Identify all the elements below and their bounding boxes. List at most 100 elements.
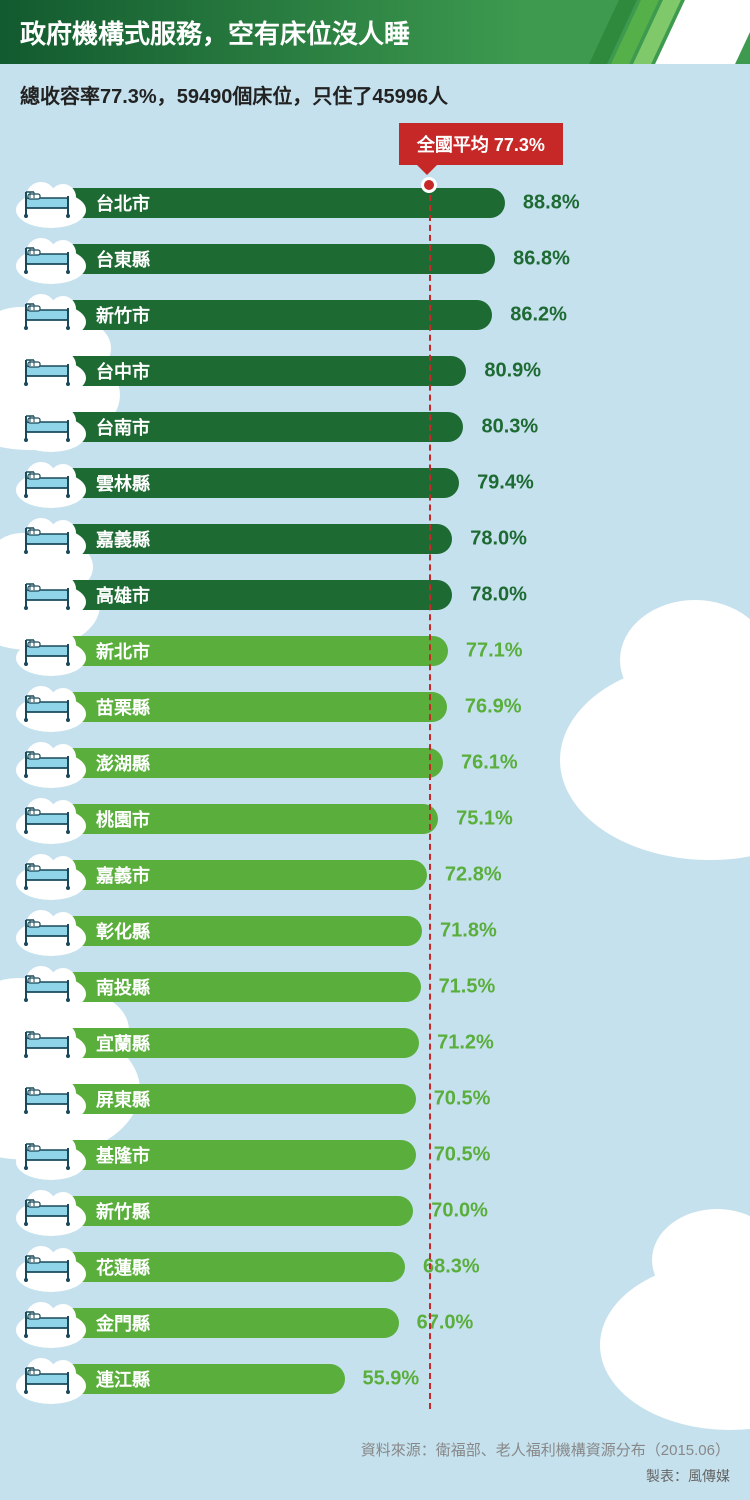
bar-value: 70.0% [431, 1200, 511, 1223]
bar-value: 86.2% [510, 304, 590, 327]
table-row: 苗栗縣 76.9% [20, 681, 730, 733]
bed-icon [20, 1248, 82, 1287]
bed-icon [20, 1304, 82, 1343]
bar: 苗栗縣 [72, 692, 447, 722]
bar-track: 彰化縣71.8% [72, 916, 730, 946]
bar-label: 新竹縣 [96, 1198, 150, 1224]
table-row: 新竹市86.2% [20, 289, 730, 341]
bar-track: 澎湖縣 76.1% [72, 748, 730, 778]
bar: 新北市 [72, 636, 448, 666]
bar-value: 77.1% [466, 640, 546, 663]
bar-value: 80.9% [484, 360, 564, 383]
bar: 雲林縣 [72, 468, 459, 498]
bar: 桃園市 [72, 804, 438, 834]
average-marker-label: 全國平均 77.3% [399, 123, 563, 165]
bed-icon [20, 1080, 82, 1119]
bar-value: 76.9% [465, 696, 545, 719]
bar: 高雄市 [72, 580, 452, 610]
table-row: 澎湖縣 76.1% [20, 737, 730, 789]
bar-value: 76.1% [461, 752, 541, 775]
bar-value: 71.5% [439, 976, 519, 999]
page-header: 政府機構式服務，空有床位沒人睡 [0, 0, 750, 64]
bed-icon [20, 576, 82, 615]
bar-track: 雲林縣 79.4% [72, 468, 730, 498]
bar-track: 台東縣86.8% [72, 244, 730, 274]
bar-label: 桃園市 [96, 806, 150, 832]
bar-label: 宜蘭縣 [96, 1030, 150, 1056]
table-row: 台東縣86.8% [20, 233, 730, 285]
table-row: 宜蘭縣 71.2% [20, 1017, 730, 1069]
table-row: 連江縣55.9% [20, 1353, 730, 1405]
bar-track: 金門縣67.0% [72, 1308, 730, 1338]
bar-track: 屏東縣 70.5% [72, 1084, 730, 1114]
bar-track: 新竹市86.2% [72, 300, 730, 330]
bed-icon [20, 296, 82, 335]
bar-label: 基隆市 [96, 1142, 150, 1168]
table-row: 彰化縣71.8% [20, 905, 730, 957]
bar-label: 南投縣 [96, 974, 150, 1000]
chart-footer: 資料來源：衛福部、老人福利機構資源分布（2015.06） 製表：風傳媒 [0, 1429, 750, 1500]
bar-track: 新竹縣 70.0% [72, 1196, 730, 1226]
bar-value: 71.2% [437, 1032, 517, 1055]
bar-label: 彰化縣 [96, 918, 150, 944]
bar-track: 新北市 77.1% [72, 636, 730, 666]
bar-value: 78.0% [470, 528, 550, 551]
bed-icon [20, 1024, 82, 1063]
bar: 花蓮縣 [72, 1252, 405, 1282]
bar-label: 台北市 [96, 190, 150, 216]
bar: 台中市 [72, 356, 466, 386]
bar: 基隆市 [72, 1140, 416, 1170]
bed-icon [20, 968, 82, 1007]
bar-value: 79.4% [477, 472, 557, 495]
bar: 澎湖縣 [72, 748, 443, 778]
bar-value: 70.5% [434, 1088, 514, 1111]
bar-value: 78.0% [470, 584, 550, 607]
bar-track: 嘉義縣 78.0% [72, 524, 730, 554]
table-row: 屏東縣 70.5% [20, 1073, 730, 1125]
bar-track: 台南市80.3% [72, 412, 730, 442]
bar-label: 台中市 [96, 358, 150, 384]
bar-value: 80.3% [481, 416, 561, 439]
average-marker-pin [421, 177, 437, 193]
table-row: 台南市80.3% [20, 401, 730, 453]
header-stripes [600, 0, 750, 64]
bar: 台北市 [72, 188, 505, 218]
bar-label: 苗栗縣 [96, 694, 150, 720]
bed-icon [20, 240, 82, 279]
bed-icon [20, 912, 82, 951]
table-row: 高雄市 78.0% [20, 569, 730, 621]
bed-icon [20, 520, 82, 559]
bar-track: 宜蘭縣 71.2% [72, 1028, 730, 1058]
bar: 彰化縣 [72, 916, 422, 946]
bar: 新竹縣 [72, 1196, 413, 1226]
bar-track: 花蓮縣 68.3% [72, 1252, 730, 1282]
bar-track: 高雄市 78.0% [72, 580, 730, 610]
bar-label: 嘉義市 [96, 862, 150, 888]
bar: 南投縣 [72, 972, 421, 1002]
table-row: 嘉義縣 78.0% [20, 513, 730, 565]
bed-icon [20, 1136, 82, 1175]
table-row: 南投縣 71.5% [20, 961, 730, 1013]
table-row: 基隆市70.5% [20, 1129, 730, 1181]
bar: 台東縣 [72, 244, 495, 274]
bar-track: 連江縣55.9% [72, 1364, 730, 1394]
bar: 嘉義縣 [72, 524, 452, 554]
table-row: 新竹縣 70.0% [20, 1185, 730, 1237]
occupancy-bar-chart: 全國平均 77.3% 台北市88.8% 台東縣86.8% 新竹市86. [0, 117, 750, 1429]
bar-track: 桃園市75.1% [72, 804, 730, 834]
bed-icon [20, 800, 82, 839]
chart-credit: 製表：風傳媒 [20, 1466, 730, 1486]
bar-value: 88.8% [523, 192, 603, 215]
bar-value: 68.3% [423, 1256, 503, 1279]
bed-icon [20, 856, 82, 895]
table-row: 桃園市75.1% [20, 793, 730, 845]
table-row: 新北市 77.1% [20, 625, 730, 677]
bar-label: 嘉義縣 [96, 526, 150, 552]
bar-label: 台東縣 [96, 246, 150, 272]
table-row: 雲林縣 79.4% [20, 457, 730, 509]
table-row: 台北市 88.8% [20, 177, 730, 229]
page-title: 政府機構式服務，空有床位沒人睡 [20, 14, 410, 51]
bar-track: 基隆市70.5% [72, 1140, 730, 1170]
bar-label: 屏東縣 [96, 1086, 150, 1112]
data-source: 資料來源：衛福部、老人福利機構資源分布（2015.06） [20, 1439, 730, 1460]
